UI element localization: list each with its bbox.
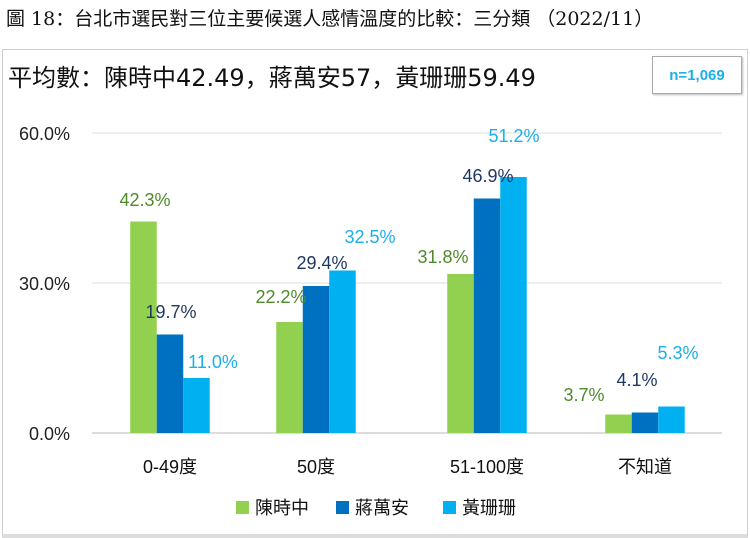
legend-label: 蔣萬安 <box>355 498 409 518</box>
y-tick-label: 30.0% <box>19 274 70 294</box>
bar <box>276 322 303 433</box>
bar <box>658 406 685 433</box>
bar <box>302 286 330 433</box>
y-tick-label: 60.0% <box>19 124 70 144</box>
figure-title: 圖 18：台北市選民對三位主要候選人感情溫度的比較：三分類 （2022/11） <box>6 8 654 30</box>
x-tick-label: 51-100度 <box>450 457 524 477</box>
bar <box>447 274 474 433</box>
bar <box>156 334 184 433</box>
bar <box>473 198 501 433</box>
data-label: 32.5% <box>344 227 395 247</box>
data-label: 51.2% <box>488 126 539 146</box>
x-tick-label: 50度 <box>297 457 335 477</box>
legend-swatch <box>236 501 249 514</box>
data-label: 11.0% <box>188 352 238 372</box>
y-tick-label: 0.0% <box>29 424 70 444</box>
x-tick-label: 0-49度 <box>143 457 197 477</box>
data-label: 31.8% <box>417 247 468 267</box>
legend-swatch <box>443 501 456 514</box>
data-label: 29.4% <box>296 253 347 273</box>
legend-swatch <box>336 501 349 514</box>
legend-label: 陳時中 <box>255 498 309 518</box>
bar <box>329 270 356 433</box>
x-tick-label: 不知道 <box>618 457 672 477</box>
data-label: 5.3% <box>657 343 698 363</box>
bar <box>605 414 632 433</box>
data-label: 3.7% <box>563 385 604 405</box>
chart-subtitle: 平均數：陳時中42.49，蔣萬安57，黃珊珊59.49 <box>8 64 536 92</box>
data-label: 46.9% <box>462 166 513 186</box>
bar <box>631 412 659 433</box>
sample-size-badge: n=1,069 <box>652 56 742 94</box>
bar <box>130 221 157 433</box>
data-label: 4.1% <box>616 370 657 390</box>
bar <box>500 177 527 433</box>
data-label: 22.2% <box>255 287 306 307</box>
legend-label: 黃珊珊 <box>462 498 516 518</box>
data-label: 19.7% <box>145 302 196 322</box>
data-label: 42.3% <box>119 190 170 210</box>
bar <box>183 378 210 433</box>
